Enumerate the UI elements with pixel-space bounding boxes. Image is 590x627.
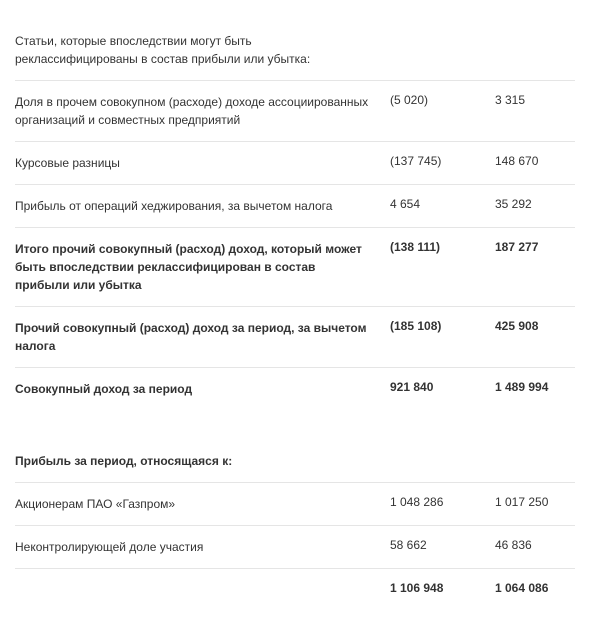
table-row-total: 1 106 948 1 064 086 — [15, 569, 575, 607]
row-value-2: 1 489 994 — [495, 380, 575, 394]
table-row: Статьи, которые впоследствии могут быть … — [15, 20, 575, 81]
row-value-1: (185 108) — [390, 319, 470, 333]
table-row: Совокупный доход за период 921 840 1 489… — [15, 368, 575, 410]
row-value-1: 921 840 — [390, 380, 470, 394]
row-value-1: (5 020) — [390, 93, 470, 107]
row-value-1: 58 662 — [390, 538, 470, 552]
row-value-2: 148 670 — [495, 154, 575, 168]
row-label: Неконтролирующей доле участия — [15, 538, 390, 556]
row-value-1: 1 048 286 — [390, 495, 470, 509]
table-row: Доля в прочем совокупном (расходе) доход… — [15, 81, 575, 142]
row-label: Статьи, которые впоследствии могут быть … — [15, 32, 390, 68]
row-value-1: (138 111) — [390, 240, 470, 254]
row-value-2: 425 908 — [495, 319, 575, 333]
row-value-2: 46 836 — [495, 538, 575, 552]
row-value-2: 187 277 — [495, 240, 575, 254]
row-label: Итого прочий совокупный (расход) доход, … — [15, 240, 390, 294]
row-label: Совокупный доход за период — [15, 380, 390, 398]
row-label: Прибыль от операций хеджирования, за выч… — [15, 197, 390, 215]
table-row: Неконтролирующей доле участия 58 662 46 … — [15, 526, 575, 569]
table-row: Акционерам ПАО «Газпром» 1 048 286 1 017… — [15, 483, 575, 526]
row-value-2: 1 064 086 — [495, 581, 575, 595]
financial-table-section1: Статьи, которые впоследствии могут быть … — [15, 20, 575, 410]
row-value-2: 1 017 250 — [495, 495, 575, 509]
row-value-1: (137 745) — [390, 154, 470, 168]
row-label: Акционерам ПАО «Газпром» — [15, 495, 390, 513]
row-value-2: 35 292 — [495, 197, 575, 211]
table-row: Итого прочий совокупный (расход) доход, … — [15, 228, 575, 307]
table-row: Курсовые разницы (137 745) 148 670 — [15, 142, 575, 185]
row-value-2: 3 315 — [495, 93, 575, 107]
row-value-1: 4 654 — [390, 197, 470, 211]
financial-table-section2: Прибыль за период, относящаяся к: Акцион… — [15, 440, 575, 607]
section-header: Прибыль за период, относящаяся к: — [15, 452, 390, 470]
section-header-row: Прибыль за период, относящаяся к: — [15, 440, 575, 483]
table-row: Прибыль от операций хеджирования, за выч… — [15, 185, 575, 228]
row-value-1: 1 106 948 — [390, 581, 470, 595]
row-label: Курсовые разницы — [15, 154, 390, 172]
table-row: Прочий совокупный (расход) доход за пери… — [15, 307, 575, 368]
row-label: Доля в прочем совокупном (расходе) доход… — [15, 93, 390, 129]
row-label: Прочий совокупный (расход) доход за пери… — [15, 319, 390, 355]
